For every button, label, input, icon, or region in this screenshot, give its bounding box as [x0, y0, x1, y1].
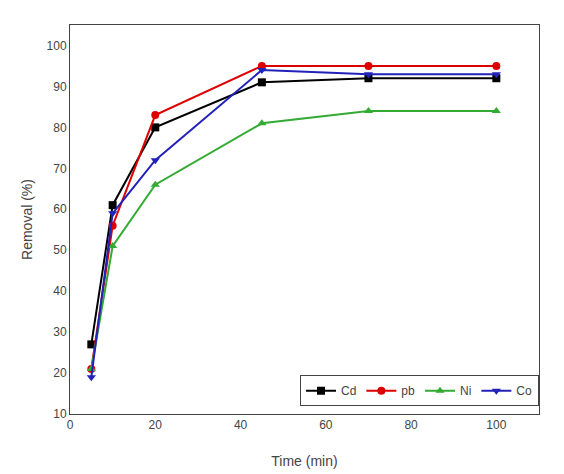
svg-text:pb: pb: [401, 384, 415, 398]
svg-text:80: 80: [53, 121, 67, 135]
svg-text:Removal (%): Removal (%): [19, 179, 35, 260]
svg-text:80: 80: [404, 418, 418, 432]
svg-text:20: 20: [53, 366, 67, 380]
svg-text:40: 40: [234, 418, 248, 432]
svg-text:40: 40: [53, 284, 67, 298]
svg-text:60: 60: [53, 202, 67, 216]
svg-text:Co: Co: [516, 384, 532, 398]
svg-text:20: 20: [149, 418, 163, 432]
svg-text:10: 10: [53, 407, 67, 421]
svg-text:100: 100: [486, 418, 506, 432]
svg-text:100: 100: [47, 39, 67, 53]
svg-text:70: 70: [53, 162, 67, 176]
svg-text:Ni: Ni: [460, 384, 471, 398]
svg-text:Cd: Cd: [341, 384, 356, 398]
svg-text:50: 50: [53, 243, 67, 257]
svg-text:0: 0: [67, 418, 74, 432]
svg-text:60: 60: [319, 418, 333, 432]
svg-text:90: 90: [53, 80, 67, 94]
svg-text:Time (min): Time (min): [271, 453, 337, 469]
svg-text:30: 30: [53, 325, 67, 339]
